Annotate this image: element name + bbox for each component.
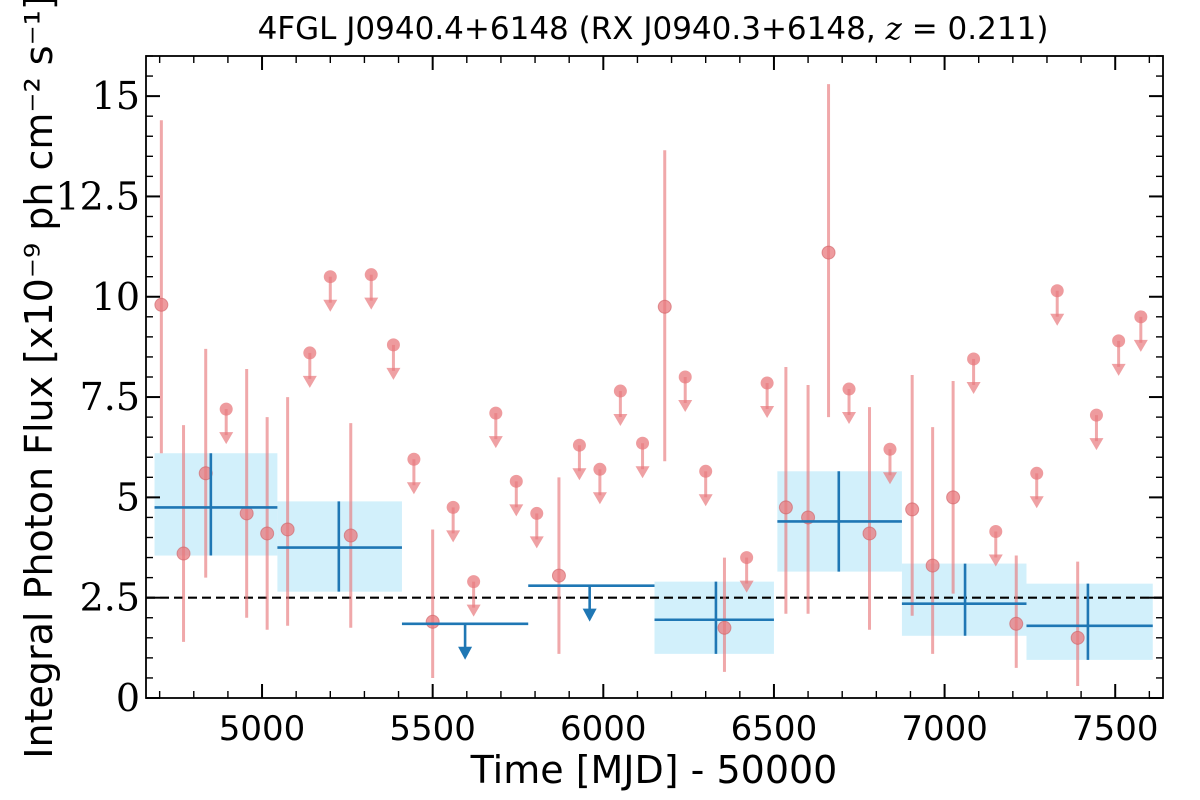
data-point [425,614,440,629]
x-tick-label: 7000 [901,709,988,749]
upper-limit-point [842,382,856,396]
x-tick-label: 5000 [219,709,306,749]
upper-limit-arrow [302,375,317,388]
upper-limit-point [323,270,337,284]
data-point [1009,616,1024,631]
upper-limit-arrow [760,406,775,419]
upper-limit-point [636,436,650,450]
data-point [905,502,920,517]
upper-limit-arrow [988,554,1003,567]
upper-limit-point [364,268,378,282]
upper-limit-point [593,462,607,476]
upper-limit-point [489,406,503,420]
y-tick-label: 2.5 [80,576,140,620]
data-point [198,466,213,481]
data-point [946,490,961,505]
upper-limit-arrow [882,472,897,485]
upper-limit-arrow [364,297,379,310]
upper-limit-arrow [842,412,857,425]
upper-limit-arrow [698,494,713,507]
y-tick-label: 15 [92,74,140,118]
upper-limit-arrow [219,432,234,445]
x-tick-label: 7500 [1072,709,1159,749]
upper-limit-point [509,474,523,488]
data-point [551,568,566,583]
upper-limit-arrow [572,468,587,481]
y-axis-label: Integral Photon Flux [x10⁻⁹ ph cm⁻² s⁻¹] [17,0,61,759]
upper-limit-point [760,376,774,390]
plot-area [146,84,1163,686]
binned-band [154,453,278,556]
y-tick-label: 10 [92,275,140,319]
upper-limit-point [1134,310,1148,324]
data-point [657,299,672,314]
upper-limit-arrow [613,414,628,427]
x-tick-label: 6500 [731,709,818,749]
upper-limit-arrow [386,367,401,380]
y-tick-label: 0 [116,676,140,720]
data-point [343,528,358,543]
upper-limit-point [740,551,754,565]
chart-title: 4FGL J0940.4+6148 (RX J0940.3+6148, z = … [258,11,1049,47]
upper-limit-arrow [678,400,693,412]
binned-upper-limit-arrow [458,646,473,660]
upper-limit-point [678,370,692,384]
upper-limit-point [1050,284,1064,298]
upper-limit-arrow [739,580,754,593]
upper-limit-point [572,438,586,452]
upper-limit-arrow [406,482,421,495]
upper-limit-point [303,346,317,360]
upper-limit-arrow [529,536,544,549]
x-tick-label: 5500 [389,709,476,749]
upper-limit-point [883,442,897,456]
upper-limit-point [1030,466,1044,480]
upper-limit-arrow [1111,363,1126,376]
upper-limit-point [530,506,544,520]
binned-upper-limit-arrow [582,608,597,622]
upper-limit-arrow [635,466,650,479]
data-point [260,526,275,541]
binned-band [1026,583,1153,660]
x-tick-label: 6000 [560,709,647,749]
upper-limit-arrow [488,436,503,449]
data-point [778,500,793,515]
upper-limit-point [446,500,460,514]
upper-limit-point [699,464,713,478]
upper-limit-arrow [966,381,981,394]
upper-limit-point [1112,334,1126,348]
data-point [862,526,877,541]
upper-limit-point [407,452,421,466]
data-point [717,620,732,635]
data-point [154,297,169,312]
upper-limit-arrow [1050,313,1065,326]
data-point [821,245,836,260]
upper-limit-arrow [466,604,481,617]
x-axis-label: Time [MJD] - 50000 [470,748,838,792]
upper-limit-arrow [509,504,524,517]
upper-limit-arrow [1089,438,1104,451]
upper-limit-point [1089,408,1103,422]
y-tick-label: 12.5 [55,174,140,218]
upper-limit-point [467,575,481,589]
upper-limit-arrow [446,530,461,543]
upper-limit-arrow [1029,496,1044,509]
upper-limit-point [613,384,627,398]
data-point [1070,630,1085,645]
upper-limit-point [219,402,233,416]
data-point [925,558,940,573]
upper-limit-arrow [323,299,338,312]
upper-limit-point [989,524,1003,538]
data-point [239,506,254,521]
binned-band [654,581,774,654]
upper-limit-arrow [1133,339,1148,352]
upper-limit-point [386,338,400,352]
data-point [280,522,295,537]
axis-ticks: 5000 5500 6000 6500 7000 7500 0 2.5 5 7.5 10 12.5 15 [55,55,1163,749]
upper-limit-point [967,352,981,366]
data-point [176,546,191,561]
y-tick-label: 5 [116,475,140,519]
upper-limit-arrow [592,492,607,505]
y-tick-label: 7.5 [80,375,140,419]
